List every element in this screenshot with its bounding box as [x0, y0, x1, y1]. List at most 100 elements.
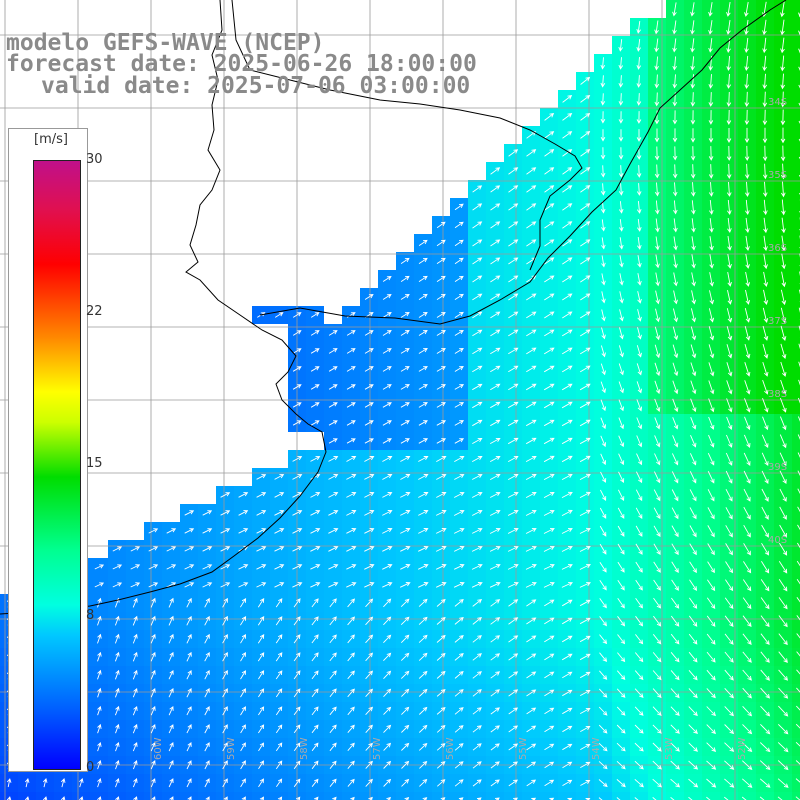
wind-arrow	[688, 706, 698, 717]
wind-arrow	[690, 146, 696, 161]
wind-arrow	[490, 725, 500, 733]
wind-arrow	[617, 598, 625, 609]
wind-speed-cell	[702, 792, 720, 800]
wind-arrow	[779, 452, 787, 467]
wind-arrow	[418, 652, 428, 661]
wind-arrow	[762, 379, 769, 395]
wind-arrow	[404, 796, 410, 800]
wind-arrow	[742, 778, 753, 788]
wind-arrow	[780, 127, 786, 144]
wind-speed-cell	[792, 144, 800, 162]
wind-arrow	[418, 239, 428, 246]
wind-arrow	[507, 437, 519, 445]
wind-arrow	[599, 616, 607, 627]
wind-arrow	[507, 419, 519, 427]
wind-arrow	[436, 293, 446, 300]
wind-arrow	[543, 437, 555, 445]
wind-arrow	[240, 651, 246, 662]
wind-arrow	[654, 128, 660, 143]
wind-arrow	[383, 742, 392, 751]
wind-arrow	[454, 366, 464, 372]
wind-arrow	[258, 778, 265, 788]
wind-arrow	[579, 617, 591, 625]
wind-arrow	[257, 616, 265, 626]
wind-arrow	[781, 199, 786, 216]
wind-arrow	[311, 598, 319, 608]
wind-arrow	[636, 93, 642, 106]
wind-arrow	[419, 778, 428, 787]
wind-arrow	[256, 528, 267, 534]
wind-arrow	[561, 365, 573, 373]
wind-arrow	[616, 742, 626, 752]
wind-speed-cell	[72, 792, 90, 800]
wind-arrow	[708, 164, 714, 179]
wind-speed-cell	[234, 792, 252, 800]
wind-arrow	[382, 275, 392, 282]
wind-arrow	[526, 689, 537, 697]
wind-arrow	[654, 362, 661, 377]
wind-arrow	[690, 128, 696, 143]
wind-arrow	[672, 20, 677, 35]
wind-arrow	[238, 528, 249, 534]
wind-arrow	[797, 416, 800, 422]
wind-arrow	[328, 330, 338, 336]
wind-arrow	[744, 127, 750, 144]
wind-arrow	[544, 203, 555, 211]
wind-arrow	[561, 419, 573, 427]
wind-arrow	[670, 778, 681, 788]
wind-arrow	[418, 510, 429, 516]
wind-arrow	[741, 796, 747, 800]
wind-arrow	[690, 164, 696, 179]
wind-arrow	[311, 670, 319, 680]
wind-arrow	[653, 543, 661, 555]
wind-arrow	[328, 420, 338, 426]
wind-speed-cell	[378, 792, 396, 800]
wind-arrow	[24, 777, 30, 788]
wind-arrow	[688, 796, 693, 800]
wind-arrow	[543, 527, 555, 534]
wind-arrow	[600, 201, 606, 214]
wind-arrow	[508, 275, 519, 283]
wind-arrow	[490, 185, 501, 193]
wind-arrow	[383, 634, 392, 644]
wind-arrow	[400, 402, 410, 408]
wind-arrow	[544, 671, 555, 679]
wind-arrow	[600, 147, 606, 160]
wind-arrow	[240, 760, 246, 770]
wind-arrow	[238, 492, 249, 498]
wind-speed-cell	[504, 792, 522, 800]
wind-arrow	[707, 561, 715, 574]
wind-arrow	[256, 564, 267, 570]
wind-arrow	[292, 510, 303, 516]
wind-arrow	[202, 528, 213, 534]
wind-arrow	[797, 506, 800, 513]
wind-arrow	[400, 492, 411, 498]
wind-arrow	[567, 797, 573, 800]
wind-arrow	[579, 707, 591, 714]
wind-arrow	[490, 239, 501, 247]
wind-arrow	[202, 546, 213, 552]
wind-arrow	[635, 561, 643, 573]
wind-arrow	[115, 742, 120, 752]
wind-arrow	[726, 145, 732, 161]
wind-arrow	[418, 616, 428, 625]
wind-arrow	[762, 127, 768, 144]
wind-arrow	[148, 546, 159, 552]
wind-arrow	[708, 398, 715, 413]
wind-speed-cell	[792, 90, 800, 108]
wind-arrow	[742, 597, 752, 610]
wind-arrow	[472, 257, 483, 265]
wind-arrow	[600, 363, 606, 376]
wind-arrow	[744, 163, 750, 180]
wind-speed-cell	[792, 72, 800, 90]
wind-arrow	[150, 633, 156, 644]
wind-arrow	[472, 743, 482, 751]
wind-arrow	[436, 473, 447, 480]
wind-arrow	[383, 724, 392, 733]
wind-arrow	[168, 724, 174, 734]
wind-arrow	[780, 325, 787, 341]
wind-speed-cell	[792, 684, 800, 702]
wind-arrow	[525, 473, 537, 480]
wind-arrow	[184, 546, 195, 552]
wind-arrow	[454, 384, 465, 390]
